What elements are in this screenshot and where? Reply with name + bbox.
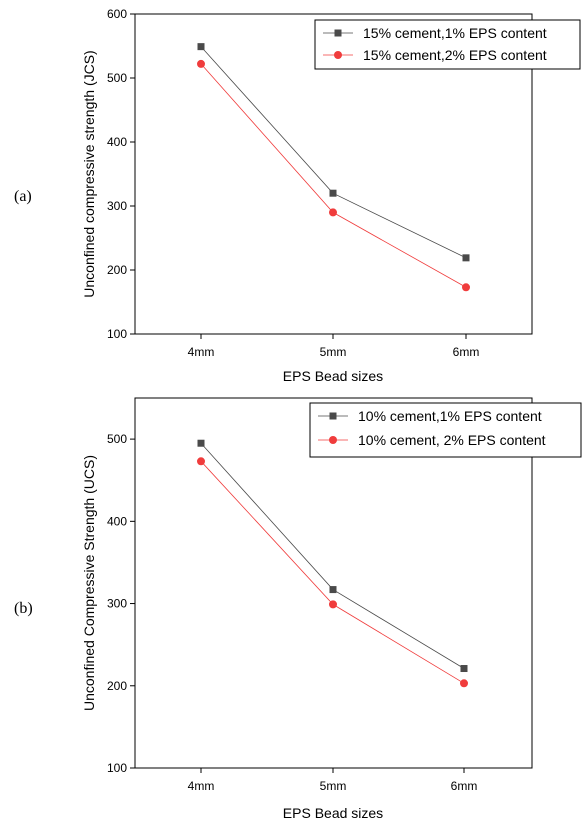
- y-tick-label: 500: [107, 432, 127, 446]
- panel-label: (a): [14, 188, 32, 205]
- y-axis-title: Unconfined Compressive Strength (UCS): [81, 455, 97, 711]
- data-point-circle: [329, 600, 337, 609]
- y-tick-label: 200: [107, 263, 127, 277]
- data-point-square: [460, 665, 468, 673]
- y-tick-label: 200: [107, 679, 127, 693]
- data-point-circle: [197, 59, 205, 68]
- x-tick-label: 4mm: [188, 779, 215, 793]
- series-layer: [197, 43, 470, 292]
- x-axis-title: EPS Bead sizes: [283, 368, 383, 384]
- legend: 15% cement,1% EPS content 15% cement,2% E…: [314, 19, 581, 70]
- series-layer: [197, 439, 468, 688]
- data-point-square: [462, 254, 470, 262]
- data-point-square: [197, 43, 205, 51]
- x-tick-label: 4mm: [188, 345, 215, 359]
- y-tick-label: 400: [107, 135, 127, 149]
- y-tick-label: 500: [107, 71, 127, 85]
- y-axis-title: Unconfined compressive strength (JCS): [81, 50, 97, 297]
- legend-frame: [309, 402, 582, 458]
- legend-label: 10% cement,1% EPS content: [358, 408, 542, 424]
- y-tick-label: 400: [107, 514, 127, 528]
- legend-label: 15% cement,2% EPS content: [363, 47, 547, 63]
- x-axis-ticks: 4mm 5mm 6mm: [188, 768, 478, 793]
- data-point-circle: [329, 208, 337, 217]
- x-tick-label: 6mm: [451, 779, 478, 793]
- y-tick-label: 100: [107, 327, 127, 341]
- series-line: [200, 461, 465, 684]
- data-point-square: [197, 439, 205, 447]
- data-point-circle: [197, 457, 205, 466]
- legend-swatch-circle: [329, 436, 337, 444]
- x-axis-title: EPS Bead sizes: [283, 805, 383, 821]
- x-tick-label: 6mm: [453, 345, 480, 359]
- x-axis-ticks: 4mm 5mm 6mm: [188, 334, 480, 359]
- data-point-circle: [460, 679, 468, 688]
- series-line: [200, 63, 467, 288]
- data-point-square: [329, 586, 337, 594]
- chart-panel-b: (b) 100 200 300 400 500 4mm 5mm 6mm Unconfined…: [14, 397, 582, 821]
- legend-label: 10% cement, 2% EPS content: [358, 432, 546, 448]
- data-point-square: [329, 189, 337, 197]
- y-tick-label: 300: [107, 597, 127, 611]
- series-line: [200, 46, 467, 259]
- legend-label: 15% cement,1% EPS content: [363, 25, 547, 41]
- legend-swatch-square: [329, 412, 337, 420]
- data-point-circle: [462, 283, 470, 292]
- y-tick-label: 600: [107, 7, 127, 21]
- legend-swatch-square: [334, 29, 342, 37]
- x-tick-label: 5mm: [320, 345, 347, 359]
- panel-label: (b): [14, 600, 33, 617]
- chart-panel-a: (a) 100 200 300 400 500 600 4mm 5mm 6mm Unconfi…: [14, 7, 581, 384]
- legend-frame: [314, 19, 581, 70]
- legend-swatch-circle: [334, 51, 342, 59]
- series-line: [200, 442, 465, 669]
- y-axis-ticks: 100 200 300 400 500 600: [107, 7, 135, 341]
- y-tick-label: 100: [107, 761, 127, 775]
- x-tick-label: 5mm: [320, 779, 347, 793]
- legend: 10% cement,1% EPS content 10% cement, 2% …: [309, 402, 582, 458]
- y-tick-label: 300: [107, 199, 127, 213]
- y-axis-ticks: 100 200 300 400 500: [107, 432, 135, 775]
